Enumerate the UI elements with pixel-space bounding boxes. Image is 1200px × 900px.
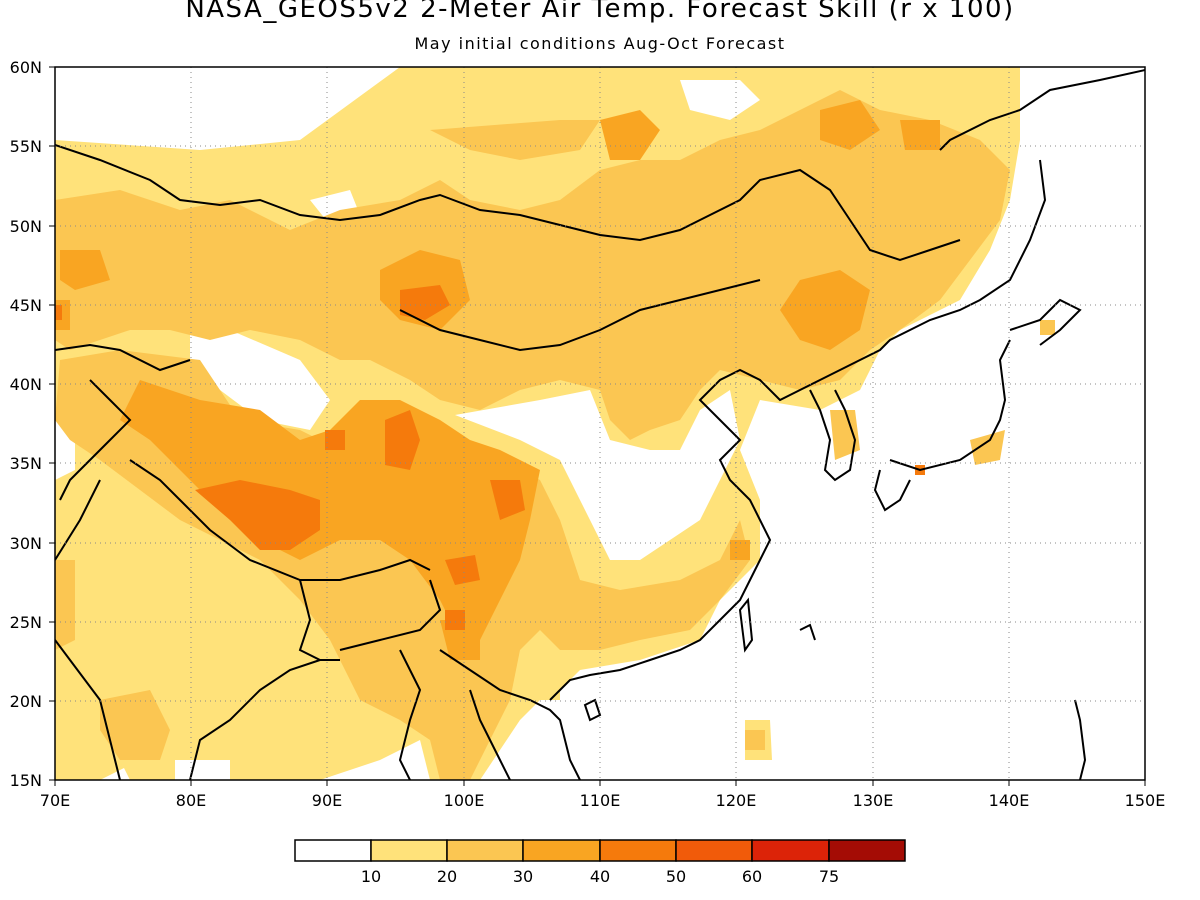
colorbar-swatch — [294, 839, 372, 862]
colorbar-swatch — [370, 839, 448, 862]
lat-label: 45N — [10, 296, 42, 315]
lon-label: 120E — [716, 791, 757, 810]
colorbar-swatch — [522, 839, 601, 862]
colorbar-label: 50 — [666, 867, 686, 886]
map-title: NASA_GEOS5v2 2-Meter Air Temp. Forecast … — [185, 0, 1015, 24]
lat-label: 60N — [10, 58, 42, 77]
lat-label: 20N — [10, 692, 42, 711]
lon-label: 130E — [853, 791, 894, 810]
colorbar-label: 30 — [513, 867, 533, 886]
colorbar-swatch — [675, 839, 753, 862]
lat-label: 50N — [10, 217, 42, 236]
lon-label: 100E — [444, 791, 485, 810]
colorbar-swatch — [599, 839, 677, 862]
lat-label: 55N — [10, 137, 42, 156]
colorbar-label: 60 — [742, 867, 762, 886]
lon-label: 140E — [989, 791, 1030, 810]
colorbar-label: 75 — [819, 867, 839, 886]
colorbar-swatch — [751, 839, 830, 862]
skill-shading — [55, 67, 1055, 780]
lon-label: 90E — [312, 791, 342, 810]
lon-label: 70E — [40, 791, 70, 810]
colorbar-label: 40 — [590, 867, 610, 886]
colorbar: 10 20 30 40 50 60 75 — [294, 839, 906, 886]
lon-label: 150E — [1125, 791, 1166, 810]
colorbar-swatch — [446, 839, 524, 862]
lat-lon-grid — [55, 67, 1145, 780]
latitude-labels: 60N 55N 50N 45N 40N 35N 30N 25N 20N 15N — [10, 58, 42, 790]
lon-label: 80E — [176, 791, 206, 810]
colorbar-swatch — [828, 839, 906, 862]
lat-label: 35N — [10, 454, 42, 473]
lat-label: 15N — [10, 771, 42, 790]
lat-label: 40N — [10, 375, 42, 394]
skill-level-30-40 — [55, 100, 940, 660]
skill-level-40-50 — [55, 285, 925, 630]
colorbar-label: 20 — [437, 867, 457, 886]
coastlines-and-borders — [55, 69, 1145, 780]
lat-label: 30N — [10, 534, 42, 553]
map-subtitle: May initial conditions Aug-Oct Forecast — [414, 34, 786, 53]
lat-label: 25N — [10, 613, 42, 632]
longitude-labels: 70E 80E 90E 100E 110E 120E 130E 140E 150… — [40, 791, 1166, 810]
axis-ticks — [49, 66, 1146, 786]
colorbar-label: 10 — [361, 867, 381, 886]
lon-label: 110E — [580, 791, 621, 810]
